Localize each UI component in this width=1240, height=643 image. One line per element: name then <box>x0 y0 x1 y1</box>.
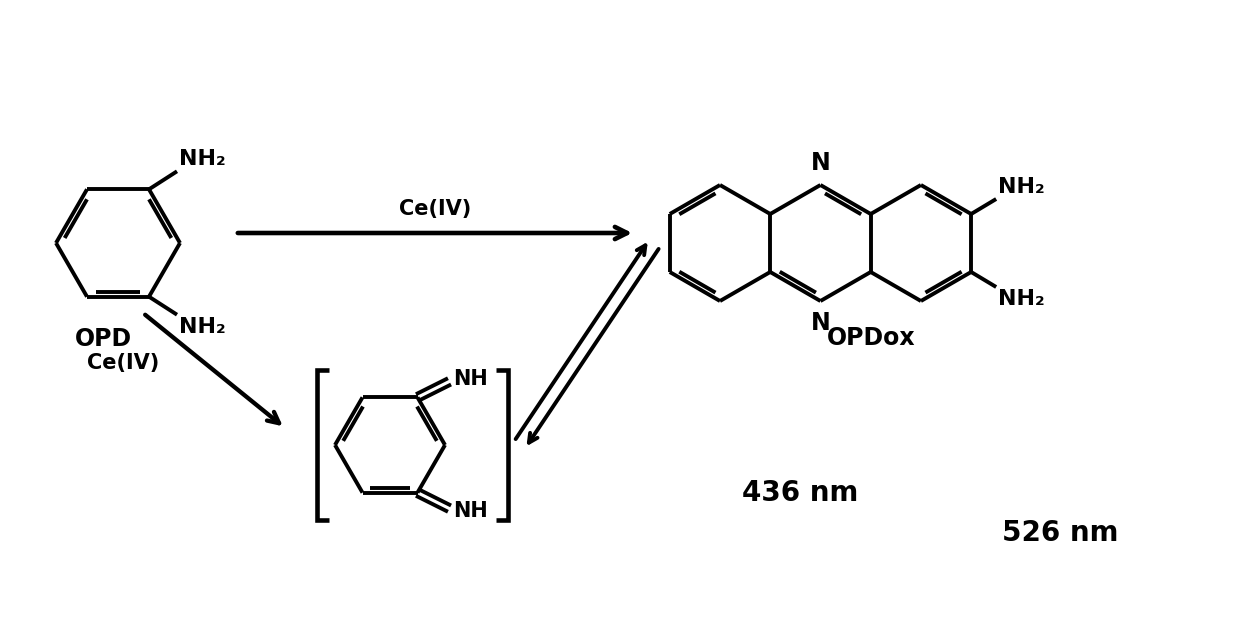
Text: NH₂: NH₂ <box>179 149 226 169</box>
Text: NH: NH <box>454 369 489 390</box>
Text: OPDox: OPDox <box>826 326 915 350</box>
Text: Ce(IV): Ce(IV) <box>399 199 471 219</box>
Text: Ce(IV): Ce(IV) <box>87 352 159 372</box>
Text: NH: NH <box>454 501 489 521</box>
Text: N: N <box>811 151 831 175</box>
Text: 526 nm: 526 nm <box>1002 519 1118 547</box>
Text: NH₂: NH₂ <box>998 177 1045 197</box>
Text: NH₂: NH₂ <box>179 317 226 337</box>
Text: 436 nm: 436 nm <box>742 479 858 507</box>
Text: N: N <box>811 311 831 335</box>
Text: OPD: OPD <box>74 327 131 351</box>
Text: NH₂: NH₂ <box>998 289 1045 309</box>
